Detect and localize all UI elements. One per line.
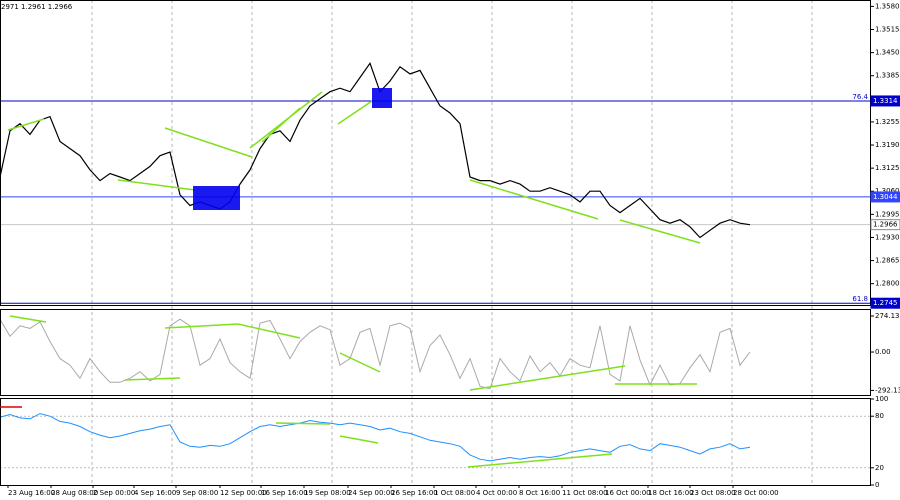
trendlines	[7, 91, 701, 468]
trendline	[337, 100, 373, 125]
y-tick-label: 1.3125	[875, 164, 900, 172]
y-tick-label: -292.136	[875, 386, 900, 394]
trendline	[619, 219, 701, 244]
trendline	[124, 377, 181, 381]
price-label-box	[870, 219, 900, 231]
y-tick-label: 1.3190	[875, 141, 900, 149]
y-tick-label: 274.1308	[875, 312, 900, 320]
trendline	[237, 323, 301, 339]
y-tick-label: 1.3515	[875, 26, 900, 34]
trendline	[467, 453, 613, 468]
x-tick-label: 23 Aug 16:00	[8, 489, 55, 497]
level-tag: 76.4	[852, 93, 868, 101]
x-tick-label: 18 Oct 16:00	[648, 489, 694, 497]
label-layer: 1.3314 76.4 1.3044 1.2966 1.2745 61.8	[852, 93, 900, 309]
trendline	[7, 118, 45, 131]
cci-frame	[0, 309, 871, 396]
highlight-box	[372, 88, 392, 108]
price-label: 1.2966	[873, 221, 898, 229]
level-tag: 61.8	[852, 295, 868, 303]
price-label-box	[870, 297, 900, 309]
price-frame	[0, 0, 871, 306]
y-tick-label: 1.2995	[875, 210, 900, 218]
y-tick-label: 1.3255	[875, 118, 900, 126]
series-line	[0, 413, 751, 462]
trendline	[261, 107, 301, 143]
trendline	[117, 179, 196, 191]
x-tick-label: 12 Sep 00:00	[220, 489, 267, 497]
y-tick-label: 1.2930	[875, 233, 900, 241]
x-tick-label: 8 Oct 16:00	[519, 489, 560, 497]
y-tick-label: 1.2865	[875, 257, 900, 265]
trendline	[469, 179, 599, 220]
y-tick-label: 100	[875, 395, 888, 403]
x-tick-label: 26 Sep 16:00	[391, 489, 438, 497]
x-tick-label: 28 Oct 00:00	[733, 489, 779, 497]
trendline	[164, 127, 253, 158]
y-tick-label: 1.3385	[875, 72, 900, 80]
y-tick-label: 1.2800	[875, 280, 900, 288]
x-tick-label: 2 Sep 00:00	[93, 489, 135, 497]
series-line	[0, 318, 751, 390]
price-label: 1.2745	[873, 299, 898, 307]
x-tick-label: 9 Sep 08:00	[176, 489, 218, 497]
trendline	[469, 365, 626, 391]
x-tick-label: 23 Oct 08:00	[690, 489, 736, 497]
trendline	[275, 422, 331, 425]
y-tick-label: 1.3060	[875, 187, 900, 195]
trendline	[339, 352, 381, 373]
y-tick-label: 20	[875, 464, 884, 472]
highlight-box	[193, 186, 240, 210]
x-tick-label: 16 Oct 00:00	[605, 489, 651, 497]
x-tick-label: 4 Sep 16:00	[134, 489, 176, 497]
x-tick-label: 11 Oct 08:00	[562, 489, 608, 497]
y-tick-label: 1.3450	[875, 49, 900, 57]
price-label-box	[870, 191, 900, 203]
x-tick-label: 19 Sep 08:00	[304, 489, 351, 497]
x-tick-label: 4 Oct 00:00	[476, 489, 517, 497]
trendline	[9, 315, 47, 323]
y-tick-label: 1.3580	[875, 2, 900, 10]
price-label-box	[870, 95, 900, 107]
x-tick-label: 16 Sep 16:00	[261, 489, 308, 497]
x-tick-label: 28 Aug 08:00	[51, 489, 98, 497]
y-tick-label: 80	[875, 412, 884, 420]
series-line	[0, 62, 751, 239]
y-tick-label: 0	[875, 481, 879, 489]
price-label: 1.3044	[873, 193, 898, 201]
price-label: 1.3314	[873, 97, 898, 105]
y-tick-label: 0.00	[875, 348, 891, 356]
rsi-frame	[0, 398, 871, 486]
trendline	[339, 435, 379, 444]
x-tick-label: 1 Oct 08:00	[434, 489, 475, 497]
x-tick-label: 24 Sep 00:00	[348, 489, 395, 497]
trendline	[164, 323, 239, 329]
ohlc-header: 2971 1.2961 1.2966	[1, 3, 73, 11]
